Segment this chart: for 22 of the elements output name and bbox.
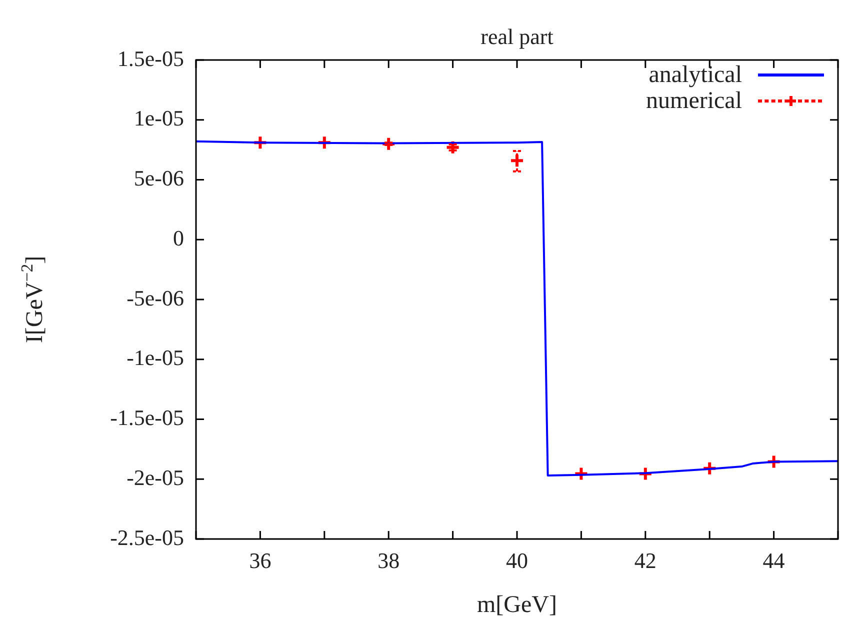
y-tick-label: -2e-05 bbox=[126, 464, 184, 490]
y-axis-title: I[GeV−2] bbox=[17, 256, 48, 344]
x-tick-label: 42 bbox=[634, 548, 656, 573]
y-tick-label: -1.5e-05 bbox=[110, 405, 184, 430]
point bbox=[510, 153, 524, 168]
y-tick-label: -1e-05 bbox=[126, 345, 184, 370]
chart-title: real part bbox=[480, 24, 554, 49]
x-axis-title: m[GeV] bbox=[477, 592, 557, 618]
point bbox=[445, 140, 460, 155]
y-tick-label: -2.5e-05 bbox=[110, 524, 184, 550]
x-tick-label: 38 bbox=[378, 548, 400, 573]
x-tick-label: 36 bbox=[249, 548, 272, 573]
y-tick-label: -5e-06 bbox=[126, 285, 184, 310]
legend-label: analytical bbox=[648, 62, 742, 88]
y-tick-label: 0 bbox=[173, 225, 184, 250]
y-tick-label: 1.5e-05 bbox=[117, 46, 184, 71]
x-tick-label: 40 bbox=[506, 548, 528, 573]
point bbox=[574, 466, 589, 482]
legend-label: numerical bbox=[646, 88, 742, 114]
y-tick-label: 1e-05 bbox=[134, 106, 184, 131]
x-tick-label: 44 bbox=[762, 548, 785, 573]
y-tick-label: 5e-06 bbox=[134, 166, 184, 191]
